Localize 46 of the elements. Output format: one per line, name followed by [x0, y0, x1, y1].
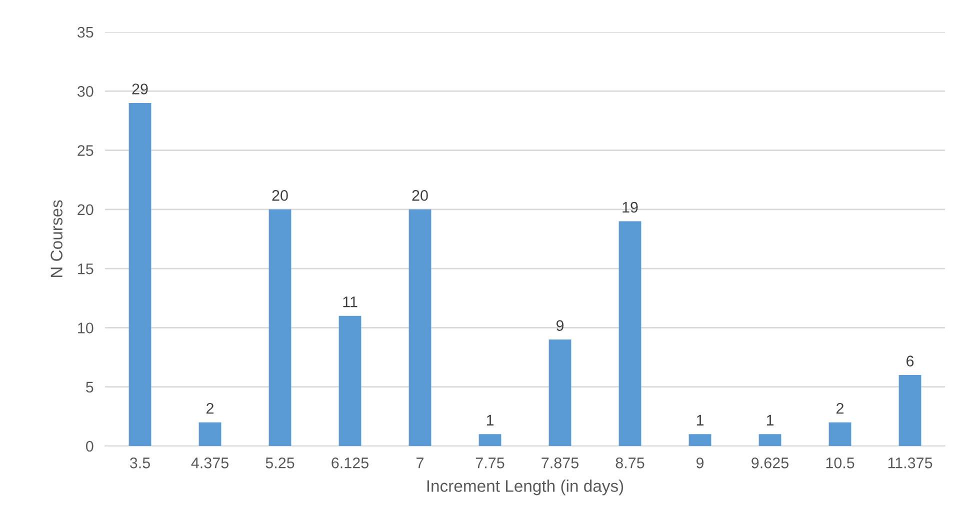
x-tick-label: 11.375 [888, 458, 932, 468]
x-tick-label: 4.375 [191, 458, 228, 468]
data-label: 29 [132, 84, 148, 94]
data-label: 11 [343, 296, 358, 308]
bar [828, 422, 852, 446]
bar [408, 209, 432, 446]
y-tick-label: 5 [86, 382, 94, 393]
bar [898, 375, 922, 446]
x-tick-label: 7.75 [476, 458, 504, 468]
data-label: 2 [836, 402, 844, 414]
bar [128, 102, 152, 446]
y-tick-label: 10 [78, 322, 94, 334]
x-tick-label: 7 [416, 458, 424, 468]
data-label: 20 [272, 190, 288, 201]
bar [338, 316, 362, 446]
data-label: 6 [906, 356, 914, 366]
data-label: 2 [206, 402, 214, 414]
x-tick-label: 6.125 [332, 458, 368, 468]
bar [198, 422, 222, 446]
data-label: 1 [486, 414, 494, 426]
data-label: 19 [622, 202, 638, 213]
x-tick-label: 8.75 [616, 458, 644, 468]
data-label: 1 [696, 414, 704, 426]
y-tick-label: 35 [77, 26, 94, 38]
x-tick-label: 9 [696, 458, 704, 468]
bar [618, 221, 642, 446]
y-tick-label: 0 [86, 440, 94, 452]
bar [268, 209, 292, 446]
y-tick-label: 15 [78, 264, 94, 274]
y-axis-title: N Courses [50, 200, 62, 277]
y-tick-label: 25 [78, 145, 94, 156]
bar [478, 434, 502, 446]
x-axis-title: Increment Length (in days) [427, 480, 624, 496]
bar [548, 340, 572, 446]
bar [688, 434, 712, 446]
y-tick-label: 30 [77, 86, 94, 97]
x-tick-label: 9.625 [752, 458, 788, 468]
data-label: 9 [556, 320, 564, 331]
y-tick-label: 20 [78, 204, 94, 216]
x-tick-label: 7.875 [542, 458, 578, 468]
data-label: 1 [766, 414, 774, 426]
data-label: 20 [412, 190, 428, 201]
x-tick-label: 5.25 [266, 458, 294, 468]
x-tick-label: 10.5 [826, 458, 854, 468]
x-tick-label: 3.5 [130, 458, 150, 468]
bar [758, 434, 782, 446]
